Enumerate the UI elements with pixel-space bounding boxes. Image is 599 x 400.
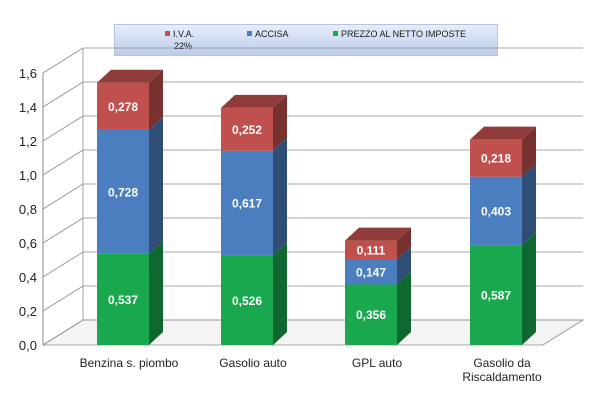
bar-segment: [97, 240, 163, 345]
gridline-side: [42, 285, 84, 312]
bar-side: [149, 116, 163, 254]
bar-side: [522, 232, 536, 345]
bar-segment: [345, 271, 411, 345]
bar-segment: [345, 246, 411, 285]
data-label: 0,356: [356, 308, 386, 322]
bar-side: [522, 163, 536, 246]
y-tick-label: 0,0: [19, 338, 37, 353]
bar-side: [397, 271, 411, 345]
data-label: 0,147: [356, 265, 386, 279]
y-tick-label: 0,4: [19, 270, 37, 285]
y-tick-label: 1,2: [19, 134, 37, 149]
data-label: 0,537: [108, 293, 138, 307]
bar-side: [522, 126, 536, 177]
legend-swatch-prezzo: [333, 31, 338, 36]
y-tick-label: 1,4: [19, 100, 37, 115]
bar-top: [345, 227, 411, 241]
bar-segment: [470, 126, 536, 177]
bar-top: [221, 94, 287, 108]
gridline-side: [42, 217, 84, 244]
bar-top: [470, 126, 536, 140]
bar-front: [345, 259, 397, 285]
data-label: 0,728: [108, 185, 138, 199]
bar-front: [221, 150, 273, 256]
bar-front: [470, 176, 522, 246]
data-label: 0,617: [232, 197, 262, 211]
gridline-side: [42, 149, 84, 176]
gridline-side: [42, 115, 84, 142]
x-tick-label: GPL auto: [352, 356, 403, 370]
data-label: 0,403: [481, 204, 511, 218]
bar-side: [149, 69, 163, 130]
data-label: 0,218: [481, 152, 511, 166]
bar-side: [397, 246, 411, 285]
bar-side: [273, 94, 287, 151]
bar-side: [273, 137, 287, 256]
bar-front: [470, 245, 522, 345]
bar-front: [221, 255, 273, 345]
bar-segment: [97, 116, 163, 254]
bar-front: [345, 240, 397, 260]
bar-top: [97, 69, 163, 83]
bar-front: [97, 129, 149, 254]
y-tick-label: 0,6: [19, 236, 37, 251]
bar-segment: [221, 137, 287, 256]
bar-segment: [470, 163, 536, 246]
bar-segment: [97, 69, 163, 130]
bar-side: [397, 227, 411, 260]
data-label: 0,587: [481, 289, 511, 303]
y-tick-label: 0,2: [19, 304, 37, 319]
bar-front: [345, 284, 397, 345]
legend-label-accisa: ACCISA: [255, 29, 289, 39]
bar-front: [221, 107, 273, 151]
bar-side: [273, 242, 287, 345]
y-tick-label: 1,0: [19, 168, 37, 183]
bar-segment: [470, 232, 536, 345]
x-tick-label: Riscaldamento: [462, 370, 542, 384]
bar-front: [470, 139, 522, 177]
gridline-side: [42, 47, 84, 74]
bar-front: [97, 253, 149, 345]
legend-label-iva: I.V.A.: [173, 29, 195, 39]
bar-side: [149, 240, 163, 345]
legend-note: 22%: [174, 41, 193, 51]
x-tick-label: Benzina s. piombo: [80, 356, 179, 370]
gridline-side: [42, 251, 84, 278]
data-label: 0,526: [232, 294, 262, 308]
legend-swatch-accisa: [247, 31, 252, 36]
legend-swatch-iva: [165, 31, 170, 36]
y-tick-label: 1,6: [19, 66, 37, 81]
data-label: 0,111: [357, 244, 386, 258]
legend: I.V.A. 22% ACCISA PREZZO AL NETTO IMPOST…: [114, 24, 498, 56]
x-tick-label: Gasolio auto: [219, 356, 287, 370]
bar-segment: [221, 94, 287, 151]
bar-segment: [345, 227, 411, 260]
gridline-side: [42, 81, 84, 108]
bar-segment: [221, 242, 287, 345]
bar-front: [97, 82, 149, 130]
legend-label-prezzo: PREZZO AL NETTO IMPOSTE: [341, 29, 467, 39]
x-tick-label: Gasolio da: [473, 356, 531, 370]
data-label: 0,278: [108, 100, 138, 114]
gridline-side: [42, 319, 84, 346]
gridline-side: [42, 183, 84, 210]
y-tick-label: 0,8: [19, 202, 37, 217]
data-label: 0,252: [232, 123, 262, 137]
